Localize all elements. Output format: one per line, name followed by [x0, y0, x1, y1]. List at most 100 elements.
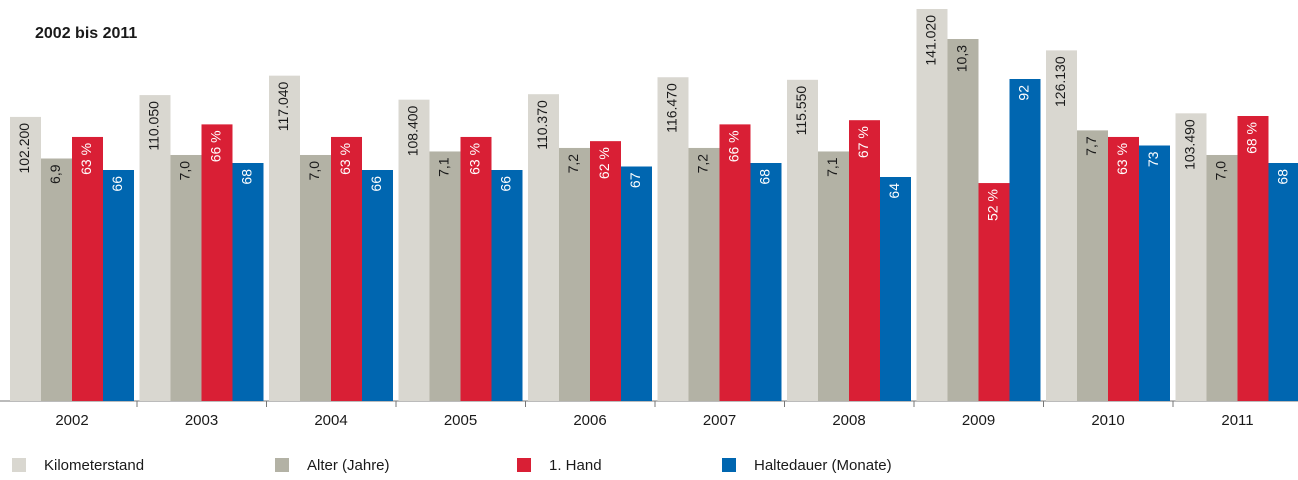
bar: [688, 147, 720, 401]
data-label: 64: [886, 183, 902, 199]
bar: [590, 141, 621, 401]
bar: [1268, 163, 1298, 401]
data-label: 7,1: [436, 157, 452, 177]
data-label: 67: [627, 172, 643, 188]
bar: [947, 39, 979, 401]
bar: [139, 95, 171, 402]
bar: [559, 147, 590, 401]
bar: [978, 183, 1010, 401]
x-tick-label: 2005: [444, 412, 477, 429]
bar: [1077, 130, 1108, 401]
data-label: 67 %: [855, 126, 871, 158]
data-label: 63 %: [78, 143, 94, 175]
data-label: 68: [239, 169, 255, 185]
bar: [719, 124, 751, 401]
chart-title: 2002 bis 2011: [35, 25, 137, 42]
bar: [72, 136, 103, 402]
data-label: 7,1: [824, 157, 840, 177]
data-label: 66 %: [208, 130, 224, 162]
data-label: 108.400: [405, 105, 421, 156]
bar: [103, 170, 134, 401]
x-tick-label: 2007: [703, 412, 736, 429]
bar: [41, 158, 72, 401]
bar: [232, 163, 264, 401]
bar: [300, 154, 331, 401]
bar: [849, 120, 880, 402]
data-label: 68: [1275, 169, 1291, 185]
x-tick-label: 2009: [962, 412, 995, 429]
data-label: 68 %: [1244, 122, 1260, 154]
bar: [1175, 113, 1207, 402]
data-label: 7,2: [695, 154, 711, 174]
data-label: 7,0: [1213, 161, 1229, 181]
bar: [429, 151, 461, 401]
data-label: 52 %: [985, 189, 1001, 221]
data-label: 126.130: [1052, 56, 1068, 107]
bar: [491, 170, 523, 401]
x-tick-label: 2010: [1091, 412, 1124, 429]
bar: [1108, 136, 1139, 402]
data-label: 141.020: [923, 15, 939, 66]
bar: [916, 9, 948, 401]
x-tick-label: 2004: [314, 412, 347, 429]
bar: [362, 170, 393, 401]
data-label: 7,0: [177, 161, 193, 181]
bar: [170, 154, 202, 401]
x-tick-label: 2008: [832, 412, 865, 429]
legend-label: Haltedauer (Monate): [754, 457, 892, 474]
bar: [201, 124, 233, 401]
legend-swatch: [517, 458, 531, 472]
legend-label: 1. Hand: [549, 457, 602, 474]
x-tick-label: 2003: [185, 412, 218, 429]
bar: [269, 75, 300, 401]
data-label: 110.370: [534, 100, 550, 150]
bar: [818, 151, 849, 401]
bar: [621, 166, 652, 401]
data-label: 115.550: [793, 86, 809, 136]
bar: [398, 99, 430, 402]
data-label: 7,7: [1083, 136, 1099, 156]
bar: [10, 116, 41, 402]
legend-label: Kilometerstand: [44, 457, 144, 474]
data-label: 63 %: [1114, 143, 1130, 175]
bar: [1139, 145, 1170, 401]
legend-label: Alter (Jahre): [307, 457, 390, 474]
data-label: 63 %: [467, 143, 483, 175]
bar: [657, 77, 689, 402]
bar: [460, 136, 492, 402]
bar: [528, 94, 559, 401]
data-label: 73: [1145, 151, 1161, 167]
data-label: 110.050: [146, 101, 162, 151]
data-label: 66: [368, 176, 384, 192]
bar: [787, 79, 818, 401]
data-label: 10,3: [954, 45, 970, 72]
bar: [331, 136, 362, 402]
bar: [750, 163, 782, 401]
data-label: 66: [498, 176, 514, 192]
data-label: 103.490: [1182, 119, 1198, 170]
bar: [1206, 154, 1238, 401]
legend-swatch: [12, 458, 26, 472]
data-label: 6,9: [47, 164, 63, 184]
data-label: 7,0: [306, 161, 322, 181]
x-tick-label: 2011: [1221, 412, 1253, 429]
bar: [1046, 50, 1077, 401]
data-label: 63 %: [337, 143, 353, 175]
bar: [1237, 116, 1269, 401]
legend-swatch: [275, 458, 289, 472]
x-tick-label: 2006: [573, 412, 606, 429]
x-tick-label: 2002: [55, 412, 88, 429]
data-label: 68: [757, 169, 773, 185]
data-label: 66 %: [726, 130, 742, 162]
data-label: 102.200: [16, 123, 32, 174]
data-label: 92: [1016, 85, 1032, 101]
data-label: 62 %: [596, 147, 612, 179]
data-label: 116.470: [664, 83, 680, 133]
legend-swatch: [722, 458, 736, 472]
data-label: 117.040: [275, 81, 291, 131]
data-label: 7,2: [565, 154, 581, 174]
data-label: 66: [109, 176, 125, 192]
bar: [1009, 79, 1041, 401]
bar: [880, 177, 911, 401]
